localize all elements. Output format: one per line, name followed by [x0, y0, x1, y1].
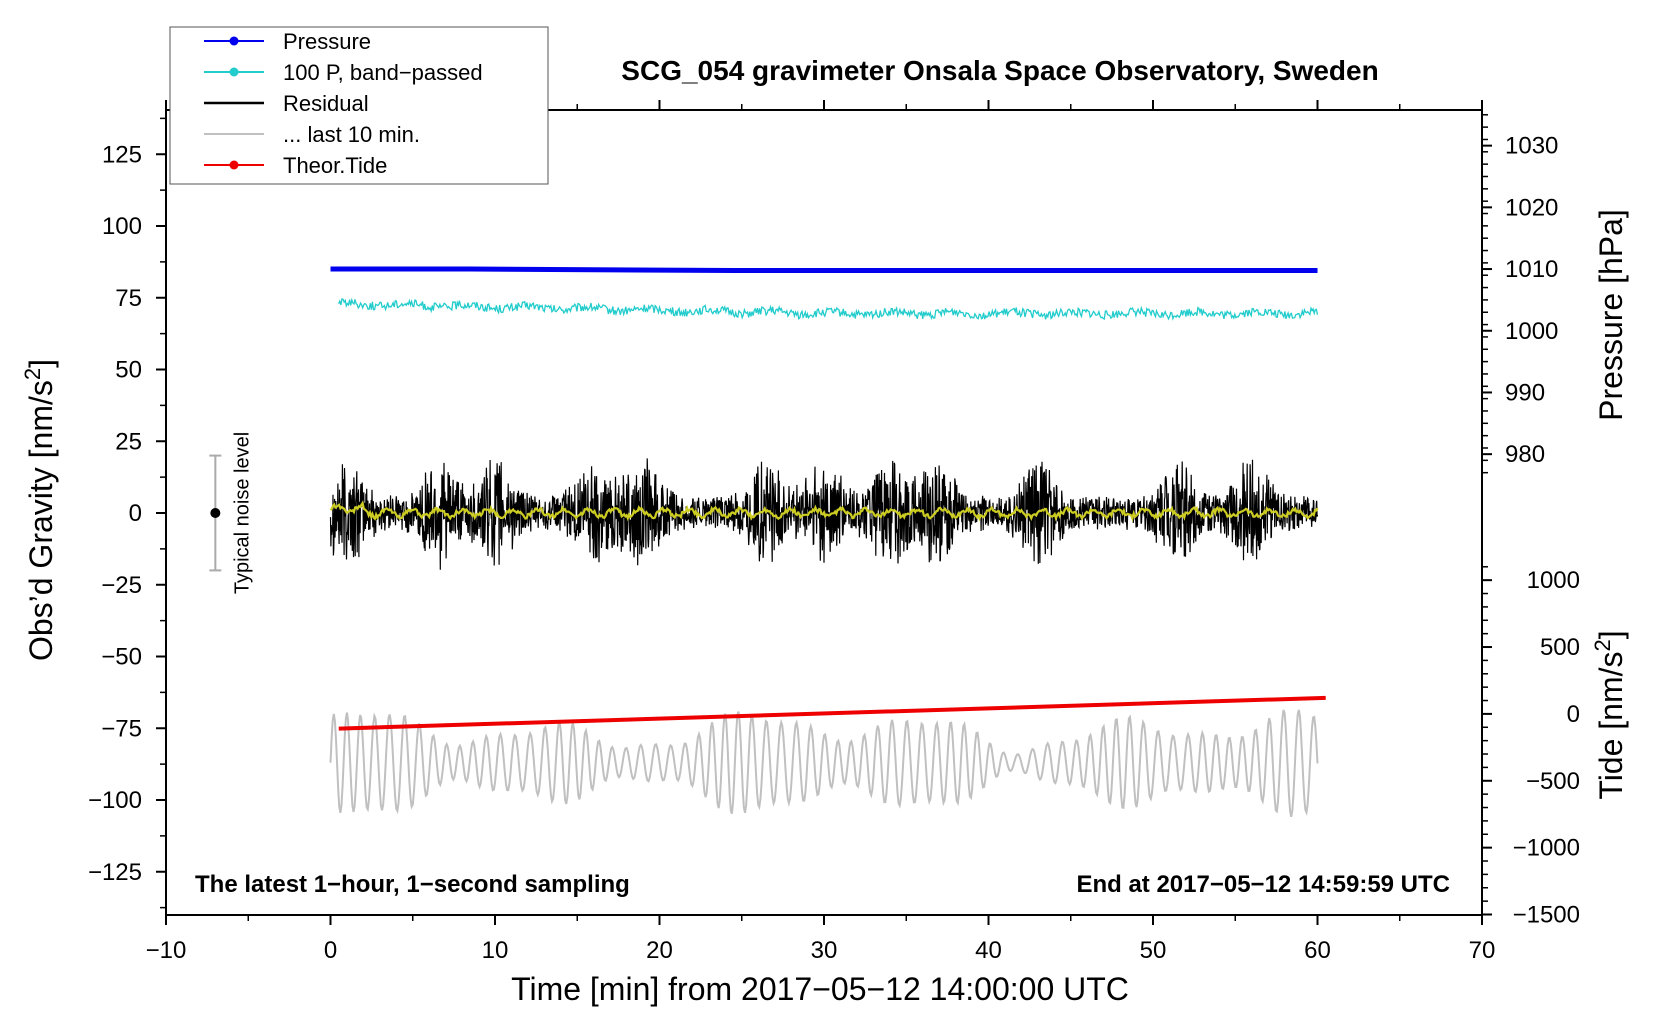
legend-label-2: Residual	[283, 91, 369, 116]
pressure-tick-label: 1010	[1505, 256, 1558, 283]
series-last-10-min-line	[329, 709, 1319, 817]
y-axis-pressure-label: Pressure [hPa]	[1593, 209, 1629, 421]
y-tick-label: 50	[115, 357, 142, 384]
x-tick-label: 40	[975, 937, 1002, 964]
legend-label-0: Pressure	[283, 29, 371, 54]
chart-title: SCG_054 gravimeter Onsala Space Observat…	[621, 55, 1378, 86]
x-tick-label: 0	[324, 937, 337, 964]
pressure-tick-label: 1030	[1505, 133, 1558, 160]
x-tick-label: 70	[1469, 937, 1496, 964]
y-axis-tide-label: Tide [nm/s2]	[1590, 630, 1629, 799]
pressure-tick-label: 1020	[1505, 194, 1558, 221]
pressure-tick-label: 980	[1505, 441, 1545, 468]
noise-level-indicator: Typical noise level	[209, 432, 253, 594]
tide-tick-label: −1500	[1513, 902, 1580, 929]
x-tick-label: 10	[482, 937, 509, 964]
y-tick-label: −100	[88, 787, 142, 814]
legend: Pressure 100 P, band−passed Residual ... la…	[169, 26, 549, 185]
series-pressure-line	[330, 266, 1318, 273]
legend-label-1: 100 P, band−passed	[283, 60, 483, 85]
y-axis-left: 125 100 75 50 25 0 −25 −50 −75 −100 −125	[88, 117, 166, 909]
series-residual-smoothed-line	[329, 500, 1319, 522]
series-band-passed-pressure-line	[338, 297, 1319, 321]
y-tick-label: −25	[101, 572, 142, 599]
tide-tick-label: 0	[1567, 701, 1580, 728]
x-tick-label: −10	[146, 937, 187, 964]
legend-label-3: ... last 10 min.	[283, 122, 420, 147]
y-tick-label: 75	[115, 285, 142, 312]
tide-tick-label: 500	[1540, 634, 1580, 661]
y-axis-left-label: Obs’d Gravity [nm/s2]	[20, 359, 59, 661]
tide-tick-label: −500	[1526, 768, 1580, 795]
x-tick-label: 20	[646, 937, 673, 964]
noise-level-label: Typical noise level	[231, 432, 253, 594]
legend-box	[169, 26, 549, 185]
series-theor-tide-line	[338, 695, 1326, 731]
y-tick-label: −75	[101, 715, 142, 742]
pressure-tick-label: 990	[1505, 379, 1545, 406]
pressure-tick-label: 1000	[1505, 318, 1558, 345]
legend-marker-1	[229, 67, 239, 77]
x-tick-label: 60	[1304, 937, 1331, 964]
y-tick-label: 25	[115, 428, 142, 455]
y-tick-label: 125	[102, 141, 142, 168]
y-axis-right: 1030 1020 1010 1000 990 980 1000 500 0 −500 −1000 −…	[1482, 114, 1580, 929]
x-tick-label: 50	[1140, 937, 1167, 964]
tide-tick-label: −1000	[1513, 835, 1580, 862]
noise-center-dot	[210, 508, 221, 518]
legend-marker-4	[229, 160, 239, 170]
x-tick-label: 30	[811, 937, 838, 964]
annotation-end-time: End at 2017−05−12 14:59:59 UTC	[1076, 871, 1450, 898]
tide-tick-label: 1000	[1527, 567, 1580, 594]
x-axis-label: Time [min] from 2017−05−12 14:00:00 UTC	[511, 971, 1129, 1007]
y-tick-label: 100	[102, 213, 142, 240]
series-residual-line	[329, 458, 1319, 570]
y-tick-label: −50	[101, 644, 142, 671]
series-layer	[329, 266, 1326, 817]
y-tick-label: 0	[129, 500, 142, 527]
legend-marker-0	[229, 36, 239, 46]
annotation-sampling: The latest 1−hour, 1−second sampling	[195, 871, 630, 898]
legend-label-4: Theor.Tide	[283, 153, 387, 178]
y-tick-label: −125	[88, 859, 142, 886]
